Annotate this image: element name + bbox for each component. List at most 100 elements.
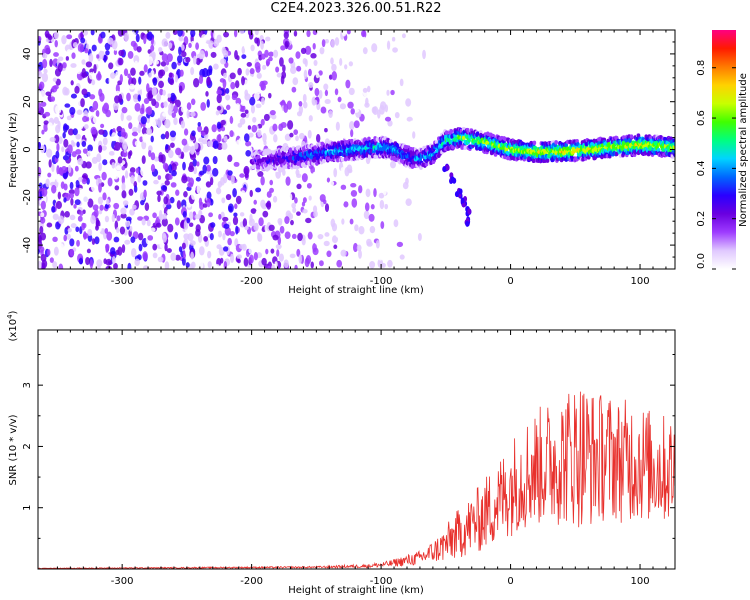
noise-blob (94, 137, 99, 146)
noise-blob (132, 126, 138, 133)
noise-blob (77, 121, 84, 130)
noise-blob (296, 183, 302, 190)
noise-blob (369, 225, 376, 234)
noise-blob (312, 243, 317, 253)
noise-blob (341, 30, 347, 37)
noise-blob (38, 71, 43, 78)
noise-blob (187, 182, 194, 188)
noise-blob (127, 262, 132, 269)
signal-blob (463, 145, 468, 151)
snr-y-axis-label: SNR (10 * v/v) (8, 414, 19, 485)
noise-blob (341, 218, 345, 225)
noise-blob (171, 112, 177, 118)
noise-blob (370, 204, 375, 210)
noise-blob (206, 76, 211, 86)
noise-blob (114, 141, 121, 151)
noise-blob (41, 72, 49, 83)
noise-blob (92, 115, 99, 124)
noise-blob (248, 247, 255, 255)
noise-blob (103, 102, 110, 112)
noise-blob (150, 163, 156, 173)
noise-blob (114, 149, 119, 156)
noise-blob (307, 129, 312, 139)
noise-blob (77, 158, 84, 166)
noise-blob (186, 109, 190, 119)
noise-blob (350, 189, 358, 197)
noise-blob (134, 102, 141, 112)
signal-blob (461, 135, 466, 141)
noise-blob (260, 199, 266, 209)
noise-blob (235, 156, 240, 163)
noise-blob (257, 232, 261, 242)
noise-blob (167, 96, 172, 102)
noise-blob (183, 191, 188, 198)
noise-blob (394, 111, 400, 119)
noise-blob (237, 67, 242, 76)
noise-blob (104, 42, 111, 51)
noise-blob (121, 106, 128, 114)
noise-blob (320, 106, 327, 114)
x-tick-label: 100 (630, 576, 649, 587)
noise-blob (161, 53, 168, 62)
noise-blob (143, 97, 150, 105)
noise-blob (358, 161, 366, 170)
noise-blob (202, 164, 207, 174)
noise-blob (312, 171, 318, 179)
noise-blob (158, 80, 164, 89)
noise-blob (361, 36, 367, 43)
noise-blob (345, 43, 351, 50)
noise-blob (70, 141, 76, 147)
noise-blob (104, 215, 110, 223)
noise-blob (192, 158, 198, 167)
noise-blob (285, 176, 291, 186)
noise-blob (326, 177, 331, 183)
noise-blob (70, 93, 77, 99)
noise-blob (302, 197, 307, 204)
noise-blob (141, 103, 145, 113)
noise-blob (212, 206, 218, 214)
noise-blob (225, 88, 230, 94)
noise-blob (183, 233, 190, 240)
noise-blob (244, 133, 250, 143)
noise-blob (190, 67, 195, 76)
signal-blob (545, 158, 550, 163)
y-tick-label: 1 (22, 505, 33, 511)
noise-blob (53, 246, 59, 256)
noise-blob (118, 57, 124, 66)
noise-blob (310, 261, 314, 269)
noise-blob (210, 51, 217, 58)
noise-blob (297, 232, 303, 242)
noise-blob (390, 89, 395, 96)
noise-blob (283, 197, 289, 204)
noise-blob (53, 116, 59, 124)
noise-blob (169, 78, 175, 86)
y-tick-label: 40 (22, 48, 33, 61)
noise-blob (146, 194, 152, 200)
noise-blob (213, 63, 219, 70)
noise-blob (241, 54, 247, 59)
noise-blob (107, 37, 114, 45)
noise-blob (162, 112, 168, 117)
noise-blob (123, 68, 129, 77)
noise-blob (89, 259, 94, 269)
noise-blob (356, 244, 362, 252)
noise-blob (331, 186, 336, 194)
noise-blob (276, 249, 280, 257)
noise-blob (131, 131, 138, 137)
noise-blob (158, 154, 164, 163)
noise-blob (127, 50, 134, 59)
noise-blob (119, 74, 123, 84)
noise-blob (81, 140, 87, 148)
noise-blob (143, 34, 147, 45)
signal-blob (449, 129, 454, 134)
signal-blob (316, 155, 321, 161)
noise-blob (227, 237, 232, 246)
noise-blob (245, 150, 252, 157)
noise-blob (190, 98, 196, 106)
noise-blob (287, 120, 294, 130)
noise-blob (268, 51, 274, 57)
noise-blob (157, 256, 164, 263)
signal-blob (532, 140, 537, 146)
noise-blob (63, 197, 67, 203)
noise-blob (76, 109, 83, 115)
